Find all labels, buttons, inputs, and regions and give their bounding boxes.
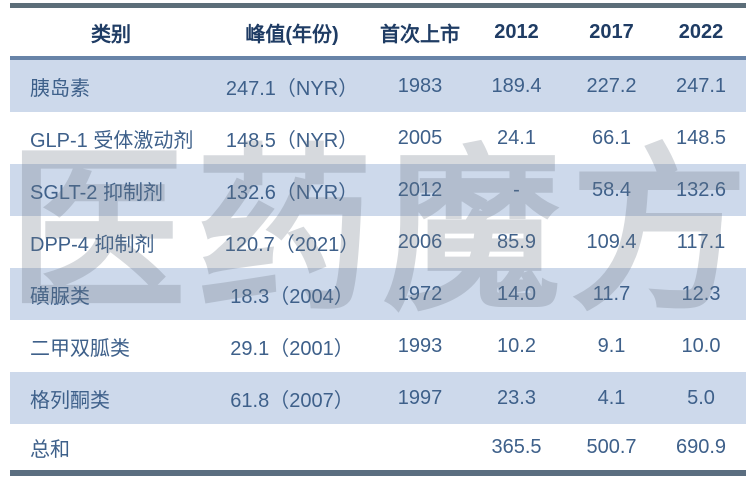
cell-peak: 132.6（NYR） xyxy=(225,181,359,204)
cell-2022: 148.5 xyxy=(675,126,727,149)
table-header-row: 类别 峰值(年份) 首次上市 2012 2017 2022 xyxy=(10,8,746,56)
cell-2017: 9.1 xyxy=(597,334,626,357)
cell-category: 二甲双胍类 xyxy=(30,337,130,360)
drug-sales-table: 类别 峰值(年份) 首次上市 2012 2017 2022 胰岛素 247.1（… xyxy=(10,3,746,476)
cell-2022: 5.0 xyxy=(687,386,715,409)
cell-category: SGLT-2 抑制剂 xyxy=(30,181,163,204)
header-first-launch: 首次上市 xyxy=(380,23,460,46)
cell-peak: 247.1（NYR） xyxy=(225,77,359,100)
header-underline-rule xyxy=(10,56,746,60)
cell-2012: 23.3 xyxy=(497,386,536,409)
cell-first-launch: 2005 xyxy=(397,126,443,149)
table-row: SGLT-2 抑制剂 132.6（NYR） 2012 - 58.4 132.6 xyxy=(10,164,746,216)
cell-peak: 18.3（2004） xyxy=(230,285,354,308)
cell-2012: 85.9 xyxy=(497,230,536,253)
table-row: 格列酮类 61.8（2007） 1997 23.3 4.1 5.0 xyxy=(10,372,746,424)
cell-2022: 247.1 xyxy=(675,74,727,97)
cell-2012: 10.2 xyxy=(497,334,536,357)
cell-2012: 365.5 xyxy=(491,435,542,458)
cell-category: 磺脲类 xyxy=(30,285,90,308)
cell-first-launch: 1993 xyxy=(397,334,443,357)
table-bottom-rule xyxy=(10,470,746,476)
header-2012: 2012 xyxy=(494,20,539,43)
table-row: DPP-4 抑制剂 120.7（2021） 2006 85.9 109.4 11… xyxy=(10,216,746,268)
table-row: 胰岛素 247.1（NYR） 1983 189.4 227.2 247.1 xyxy=(10,60,746,112)
cell-first-launch: 2012 xyxy=(397,178,443,201)
cell-2012: 189.4 xyxy=(491,74,542,97)
cell-peak: 61.8（2007） xyxy=(230,389,354,412)
table-row: 二甲双胍类 29.1（2001） 1993 10.2 9.1 10.0 xyxy=(10,320,746,372)
cell-2022: 12.3 xyxy=(681,282,721,305)
cell-first-launch: 2006 xyxy=(397,230,443,253)
cell-category: 格列酮类 xyxy=(30,389,110,412)
cell-category: GLP-1 受体激动剂 xyxy=(30,129,194,152)
cell-2017: 500.7 xyxy=(586,435,637,458)
cell-2017: 66.1 xyxy=(592,126,631,149)
cell-category: 胰岛素 xyxy=(30,77,90,100)
header-category: 类别 xyxy=(91,23,131,46)
cell-2017: 11.7 xyxy=(592,282,631,305)
cell-2017: 4.1 xyxy=(597,386,626,409)
cell-first-launch: 1972 xyxy=(397,282,443,305)
cell-2012: - xyxy=(513,178,520,201)
cell-2022: 690.9 xyxy=(675,435,727,458)
cell-2022: 117.1 xyxy=(676,230,726,253)
header-peak-year: 峰值(年份) xyxy=(245,23,339,46)
cell-peak: 120.7（2021） xyxy=(224,233,360,256)
cell-2012: 14.0 xyxy=(497,282,536,305)
table-total-row: 总和 365.5 500.7 690.9 xyxy=(10,424,746,470)
table-row: GLP-1 受体激动剂 148.5（NYR） 2005 24.1 66.1 14… xyxy=(10,112,746,164)
cell-2012: 24.1 xyxy=(497,126,536,149)
table-top-rule xyxy=(10,3,746,8)
cell-2017: 227.2 xyxy=(586,74,637,97)
cell-2022: 10.0 xyxy=(681,334,721,357)
cell-first-launch: 1983 xyxy=(397,74,443,97)
cell-category: DPP-4 抑制剂 xyxy=(30,233,155,256)
cell-peak: 29.1（2001） xyxy=(230,337,354,360)
header-2022: 2022 xyxy=(678,20,724,43)
cell-2022: 132.6 xyxy=(675,178,727,201)
table-row: 磺脲类 18.3（2004） 1972 14.0 11.7 12.3 xyxy=(10,268,746,320)
cell-category: 总和 xyxy=(30,438,70,461)
cell-first-launch: 1997 xyxy=(397,386,443,409)
cell-2017: 109.4 xyxy=(586,230,637,253)
header-2017: 2017 xyxy=(589,20,634,43)
cell-peak: 148.5（NYR） xyxy=(225,129,359,152)
cell-2017: 58.4 xyxy=(592,178,631,201)
